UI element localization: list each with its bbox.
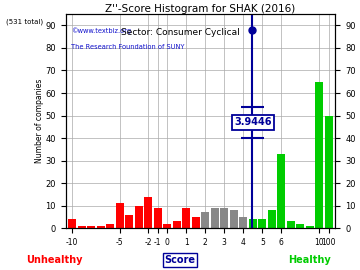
Bar [106, 224, 114, 228]
Text: Unhealthy: Unhealthy [26, 255, 82, 265]
Bar [163, 224, 171, 228]
Bar [306, 226, 314, 228]
Bar [249, 219, 257, 228]
Text: The Research Foundation of SUNY: The Research Foundation of SUNY [71, 44, 184, 50]
Title: Z''-Score Histogram for SHAK (2016): Z''-Score Histogram for SHAK (2016) [105, 4, 296, 14]
Text: ©www.textbiz.org: ©www.textbiz.org [71, 27, 131, 34]
Text: Score: Score [165, 255, 195, 265]
Bar [268, 210, 276, 228]
Bar [173, 221, 181, 228]
Y-axis label: Number of companies: Number of companies [35, 79, 44, 163]
Bar [230, 210, 238, 228]
Bar [182, 208, 190, 228]
Bar [87, 226, 95, 228]
Bar [296, 224, 304, 228]
Bar [192, 217, 200, 228]
Bar [116, 203, 124, 228]
Bar [287, 221, 295, 228]
Text: 3.9446: 3.9446 [234, 117, 272, 127]
Bar [154, 208, 162, 228]
Bar [135, 206, 143, 228]
Bar [277, 154, 285, 228]
Text: Sector: Consumer Cyclical: Sector: Consumer Cyclical [121, 28, 239, 37]
Bar [220, 208, 228, 228]
Text: Healthy: Healthy [288, 255, 331, 265]
Bar [325, 116, 333, 228]
Bar [239, 217, 247, 228]
Text: (531 total): (531 total) [6, 18, 43, 25]
Bar [201, 212, 209, 228]
Bar [68, 219, 76, 228]
Bar [97, 226, 105, 228]
Bar [258, 219, 266, 228]
Bar [144, 197, 152, 228]
Bar [78, 226, 86, 228]
Bar [211, 208, 219, 228]
Bar [315, 82, 323, 228]
Bar [125, 215, 133, 228]
